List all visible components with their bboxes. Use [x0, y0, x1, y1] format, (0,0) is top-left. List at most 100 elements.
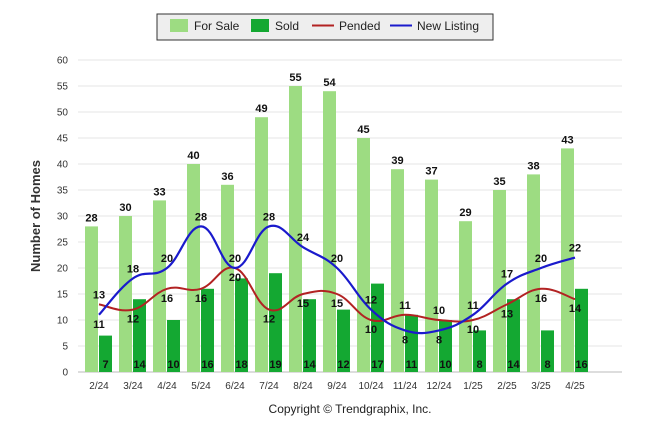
sold-bar — [269, 273, 282, 372]
for-sale-value-label: 28 — [85, 212, 97, 224]
sold-value-label: 19 — [269, 359, 281, 371]
y-tick-label: 30 — [57, 212, 69, 223]
sold-bar — [133, 299, 146, 372]
x-tick-label: 8/24 — [293, 381, 313, 392]
sold-bar — [439, 320, 452, 372]
for-sale-value-label: 35 — [493, 176, 505, 188]
y-tick-label: 45 — [57, 134, 69, 145]
sold-bar — [575, 288, 588, 372]
for-sale-bar — [153, 200, 166, 372]
x-tick-label: 4/25 — [565, 381, 585, 392]
sold-legend-swatch — [251, 19, 269, 32]
sold-value-label: 10 — [439, 359, 451, 371]
new-listing-value-label: 28 — [263, 211, 275, 223]
x-tick-label: 1/25 — [463, 381, 483, 392]
x-tick-label: 10/24 — [358, 381, 383, 392]
new-listing-line — [98, 224, 576, 335]
sold-value-label: 10 — [167, 359, 179, 371]
sold-value-label: 7 — [102, 359, 108, 371]
sold-bar — [405, 314, 418, 372]
sold-bar — [541, 330, 554, 372]
x-tick-label: 5/24 — [191, 381, 211, 392]
sold-value-label: 12 — [337, 359, 349, 371]
for-sale-legend-label: For Sale — [194, 19, 240, 33]
for-sale-bar — [221, 184, 234, 372]
x-tick-label: 2/24 — [89, 381, 109, 392]
sold-value-label: 8 — [544, 359, 550, 371]
y-tick-label: 20 — [57, 264, 69, 275]
for-sale-bar — [493, 190, 506, 372]
y-tick-label: 60 — [57, 56, 69, 67]
new-listing-value-label: 20 — [331, 253, 343, 265]
x-tick-label: 3/24 — [123, 381, 143, 392]
for-sale-legend-swatch — [170, 19, 188, 32]
pended-value-label: 10 — [433, 305, 445, 317]
new-listing-value-label: 20 — [535, 253, 547, 265]
for-sale-bar — [391, 169, 404, 372]
new-listing-value-label: 17 — [501, 269, 513, 281]
sold-value-label: 16 — [201, 359, 213, 371]
for-sale-value-label: 43 — [561, 134, 573, 146]
sold-value-label: 14 — [507, 359, 520, 371]
for-sale-value-label: 30 — [119, 202, 131, 214]
for-sale-value-label: 36 — [221, 171, 233, 183]
sold-bar — [99, 335, 112, 372]
sold-bar — [201, 288, 214, 372]
for-sale-value-label: 40 — [187, 150, 199, 162]
for-sale-bar — [187, 164, 200, 372]
for-sale-bar — [85, 226, 98, 372]
for-sale-value-label: 45 — [357, 124, 369, 136]
pended-value-label: 20 — [229, 253, 241, 265]
y-tick-label: 40 — [57, 160, 69, 171]
y-tick-label: 0 — [62, 368, 68, 379]
pended-value-label: 11 — [399, 300, 411, 312]
pended-legend-label: Pended — [339, 19, 380, 33]
new-listing-value-label: 12 — [365, 295, 377, 307]
y-axis-label: Number of Homes — [28, 160, 43, 272]
pended-value-label: 16 — [195, 293, 207, 305]
y-tick-label: 25 — [57, 238, 69, 249]
sold-value-label: 14 — [303, 359, 316, 371]
new-listing-value-label: 8 — [436, 334, 442, 346]
sold-value-label: 11 — [406, 359, 418, 371]
pended-value-label: 14 — [569, 303, 582, 315]
pended-value-label: 12 — [127, 314, 139, 326]
x-tick-label: 3/25 — [531, 381, 551, 392]
copyright-text: Copyright © Trendgraphix, Inc. — [269, 402, 432, 416]
new-listing-value-label: 24 — [297, 232, 310, 244]
sold-value-label: 16 — [575, 359, 587, 371]
for-sale-bar — [323, 91, 336, 372]
for-sale-bar — [527, 174, 540, 372]
new-listing-legend-label: New Listing — [417, 19, 479, 33]
new-listing-value-label: 20 — [229, 272, 241, 284]
new-listing-value-label: 22 — [569, 243, 581, 255]
x-tick-label: 4/24 — [157, 381, 177, 392]
x-tick-label: 12/24 — [426, 381, 451, 392]
sold-bar — [337, 309, 350, 372]
pended-value-label: 10 — [467, 324, 479, 336]
sold-value-label: 18 — [235, 359, 247, 371]
x-tick-label: 7/24 — [259, 381, 279, 392]
x-tick-label: 11/24 — [393, 381, 418, 392]
pended-value-label: 13 — [93, 289, 105, 301]
pended-value-label: 15 — [297, 298, 309, 310]
pended-value-label: 15 — [331, 298, 343, 310]
legend-box — [156, 13, 494, 41]
x-tick-label: 2/25 — [497, 381, 517, 392]
for-sale-value-label: 39 — [391, 155, 403, 167]
pended-line — [98, 266, 576, 323]
new-listing-value-label: 18 — [127, 263, 139, 275]
for-sale-bar — [119, 216, 132, 372]
y-tick-label: 35 — [57, 186, 69, 197]
x-tick-label: 6/24 — [225, 381, 245, 392]
pended-value-label: 16 — [535, 293, 547, 305]
sold-bar — [473, 330, 486, 372]
for-sale-value-label: 49 — [255, 103, 267, 115]
sold-bar — [235, 278, 248, 372]
for-sale-bar — [425, 179, 438, 372]
pended-value-label: 13 — [501, 308, 513, 320]
for-sale-value-label: 54 — [323, 77, 336, 89]
new-listing-value-label: 28 — [195, 211, 207, 223]
